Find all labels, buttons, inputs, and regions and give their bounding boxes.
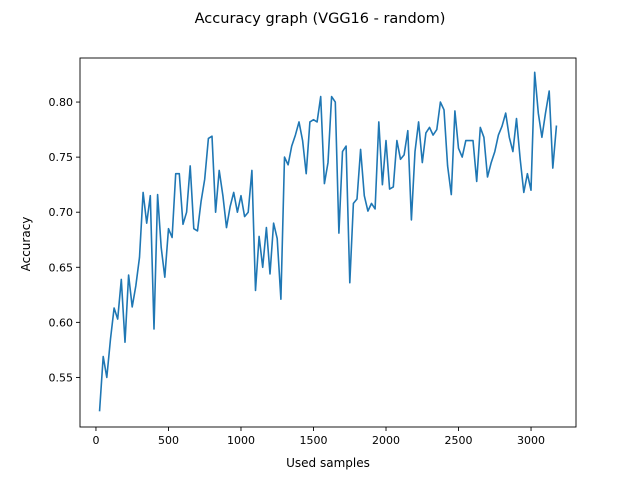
y-axis-ticks: 0.55 0.60 0.65 0.70 0.75 0.80 <box>49 96 80 384</box>
x-tick-label: 2000 <box>372 434 400 447</box>
plot-frame <box>79 57 577 428</box>
chart-title: Accuracy graph (VGG16 - random) <box>195 11 446 27</box>
y-tick-label: 0.75 <box>49 151 74 164</box>
plot-background <box>80 58 576 427</box>
x-axis-label: Used samples <box>286 456 370 470</box>
x-tick-label: 1000 <box>227 434 255 447</box>
y-tick-label: 0.55 <box>49 371 74 384</box>
y-tick-label: 0.70 <box>49 206 74 219</box>
y-tick-label: 0.80 <box>49 96 74 109</box>
x-axis-ticks: 0 500 1000 1500 2000 2500 3000 <box>92 427 545 447</box>
x-tick-label: 0 <box>92 434 99 447</box>
y-tick-label: 0.65 <box>49 261 74 274</box>
x-tick-label: 3000 <box>517 434 545 447</box>
plot-area <box>79 57 577 428</box>
y-tick-label: 0.60 <box>49 316 74 329</box>
x-tick-label: 2500 <box>445 434 473 447</box>
y-axis-label: Accuracy <box>19 217 33 272</box>
x-tick-label: 500 <box>158 434 179 447</box>
series-line-0 <box>98 71 558 412</box>
x-tick-label: 1500 <box>299 434 327 447</box>
